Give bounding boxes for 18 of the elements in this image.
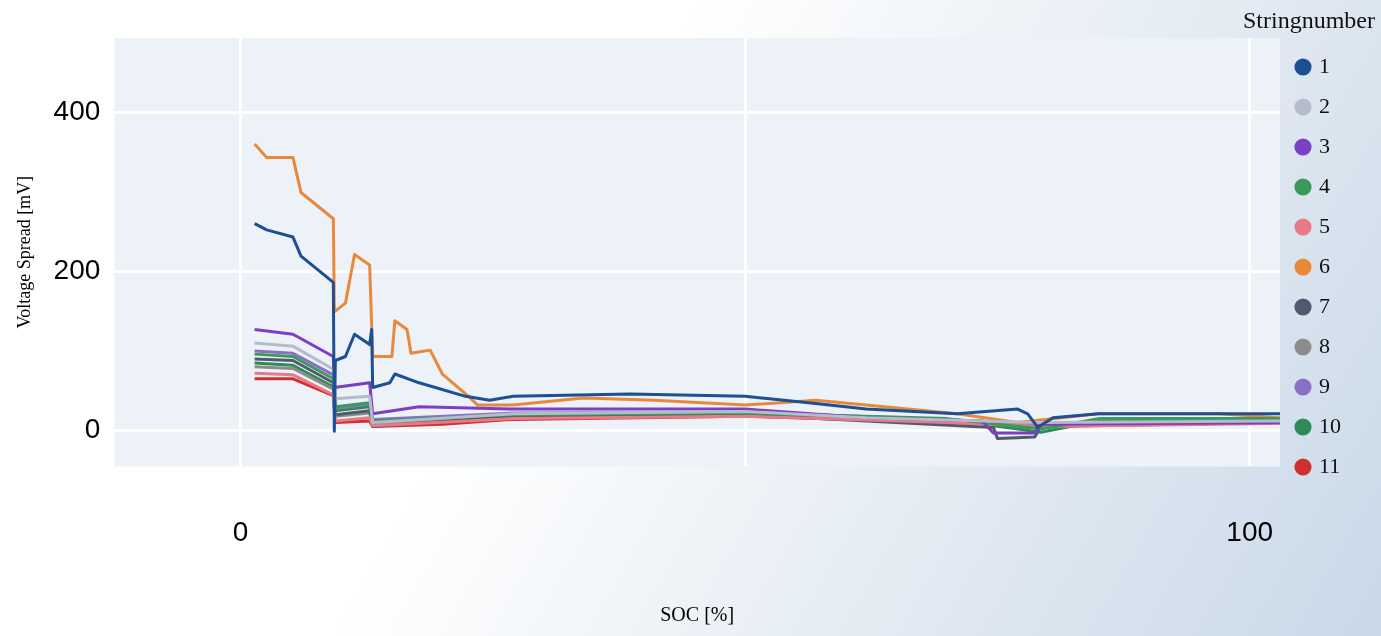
legend-label: 8 — [1319, 332, 1330, 358]
y-tick-label: 200 — [53, 254, 101, 286]
legend-label: 7 — [1319, 292, 1330, 318]
y-tick-label: 400 — [53, 94, 101, 126]
legend-label: 3 — [1319, 132, 1330, 158]
legend-label: 1 — [1319, 52, 1330, 78]
legend-label: 6 — [1319, 252, 1330, 278]
x-tick-label: 100 — [1226, 515, 1274, 547]
legend-label: 10 — [1319, 412, 1341, 438]
y-axis-title: Voltage Spread [mV] — [13, 175, 34, 329]
legend-label: 9 — [1319, 372, 1330, 398]
x-axis-title: SOC [%] — [660, 603, 735, 626]
y-tick-label: 0 — [84, 413, 101, 445]
legend-label: 4 — [1319, 172, 1330, 198]
legend-label: 2 — [1319, 92, 1330, 118]
legend-label: 5 — [1319, 212, 1330, 238]
legend-title: Stringnumber — [1243, 7, 1375, 34]
legend-label: 11 — [1319, 452, 1341, 478]
